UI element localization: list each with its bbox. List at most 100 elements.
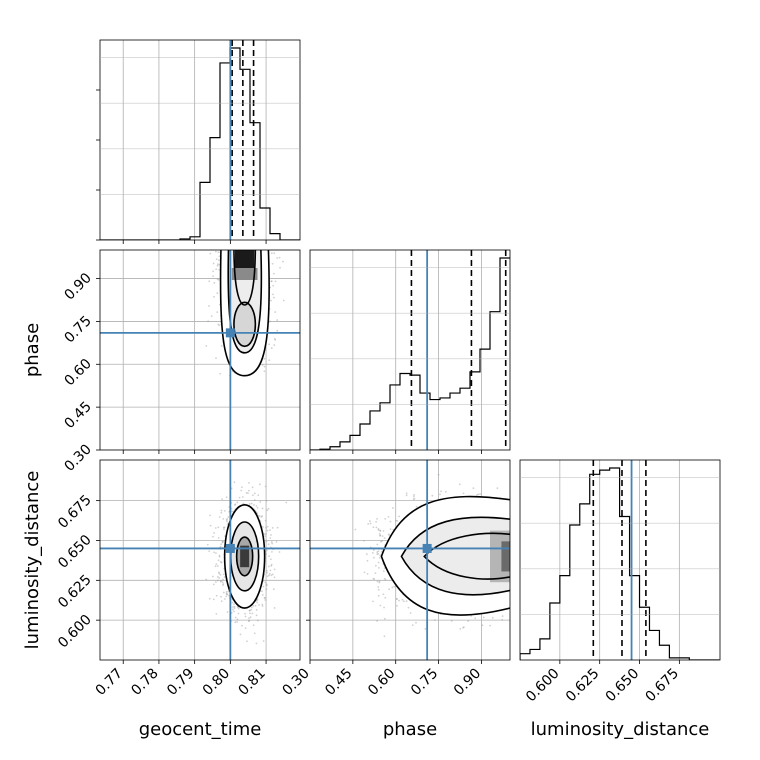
sample-point bbox=[398, 515, 400, 518]
sample-point bbox=[213, 551, 216, 554]
sample-point bbox=[262, 241, 264, 243]
sample-point bbox=[244, 615, 247, 618]
sample-point bbox=[372, 600, 374, 603]
sample-point bbox=[384, 578, 387, 581]
sample-point bbox=[273, 344, 276, 346]
histogram-line-phase bbox=[310, 257, 510, 450]
sample-point bbox=[489, 624, 492, 627]
sample-point bbox=[230, 246, 232, 248]
sample-point bbox=[221, 541, 224, 544]
sample-point bbox=[514, 583, 516, 585]
sample-point bbox=[246, 247, 248, 249]
sample-point bbox=[220, 511, 223, 514]
sample-point bbox=[236, 245, 238, 247]
sample-point bbox=[256, 601, 259, 604]
sample-point bbox=[266, 525, 269, 528]
sample-point bbox=[239, 246, 241, 248]
sample-point bbox=[270, 534, 272, 536]
sample-point bbox=[217, 559, 220, 562]
sample-point bbox=[512, 506, 514, 508]
sample-point bbox=[234, 245, 236, 247]
sample-point bbox=[516, 531, 518, 533]
sample-point bbox=[515, 554, 517, 556]
sample-point bbox=[216, 292, 219, 295]
sample-point bbox=[267, 507, 270, 510]
sample-point bbox=[278, 551, 281, 553]
sample-point bbox=[271, 526, 274, 529]
sample-point bbox=[216, 565, 219, 567]
sample-point bbox=[247, 246, 249, 248]
sample-point bbox=[525, 579, 527, 581]
sample-point bbox=[265, 588, 268, 591]
sample-point bbox=[207, 320, 210, 323]
sample-point bbox=[212, 262, 215, 265]
sample-point bbox=[518, 532, 520, 534]
sample-point bbox=[222, 242, 224, 244]
sample-point bbox=[366, 572, 369, 575]
sample-point bbox=[226, 520, 228, 523]
sample-point bbox=[279, 266, 281, 269]
sample-point bbox=[235, 241, 237, 243]
sample-point bbox=[276, 329, 279, 332]
sample-point bbox=[216, 263, 219, 266]
sample-point bbox=[246, 243, 248, 245]
sample-point bbox=[258, 242, 260, 244]
sample-point bbox=[264, 596, 267, 599]
sample-point bbox=[282, 299, 285, 302]
sample-point bbox=[527, 566, 529, 568]
sample-point bbox=[262, 640, 265, 642]
sample-point bbox=[517, 571, 519, 573]
sample-point bbox=[514, 560, 516, 562]
sample-point bbox=[215, 258, 218, 261]
sample-point bbox=[233, 504, 236, 506]
sample-point bbox=[525, 528, 527, 530]
sample-point bbox=[266, 509, 269, 512]
sample-point bbox=[210, 315, 213, 318]
sample-point bbox=[252, 246, 254, 248]
sample-point bbox=[248, 609, 251, 612]
sample-point bbox=[525, 544, 527, 546]
sample-point bbox=[268, 245, 270, 247]
sample-point bbox=[377, 586, 380, 588]
sample-point bbox=[223, 509, 226, 512]
sample-point bbox=[517, 562, 519, 564]
sample-point bbox=[511, 610, 513, 612]
sample-point bbox=[248, 241, 250, 243]
sample-point bbox=[245, 244, 247, 246]
sample-point bbox=[222, 540, 224, 543]
sample-point bbox=[459, 627, 462, 630]
sample-point bbox=[533, 553, 535, 555]
sample-point bbox=[383, 537, 386, 540]
sample-point bbox=[274, 280, 277, 283]
sample-point bbox=[242, 245, 244, 247]
sample-point bbox=[387, 533, 390, 536]
y-tick-label: 0.650 bbox=[55, 532, 95, 572]
sample-point bbox=[235, 243, 237, 245]
sample-point bbox=[369, 520, 371, 522]
scatter-luminosity_distance-vs-geocent_time bbox=[100, 460, 300, 660]
sample-point bbox=[526, 595, 528, 597]
sample-point bbox=[218, 324, 221, 327]
sample-point bbox=[538, 565, 540, 567]
sample-point bbox=[276, 319, 279, 321]
sample-point bbox=[398, 599, 400, 602]
sample-point bbox=[543, 524, 545, 526]
sample-point bbox=[516, 538, 518, 540]
histogram-line-luminosity_distance bbox=[520, 467, 720, 660]
sample-point bbox=[512, 566, 514, 568]
sample-point bbox=[205, 344, 208, 347]
sample-point bbox=[389, 520, 392, 523]
sample-point bbox=[216, 311, 219, 314]
sample-point bbox=[220, 561, 223, 564]
sample-point bbox=[244, 627, 247, 630]
sample-point bbox=[265, 553, 267, 555]
sample-point bbox=[273, 252, 276, 255]
sample-point bbox=[518, 578, 520, 580]
sample-point bbox=[378, 532, 381, 535]
sample-point bbox=[377, 588, 380, 591]
sample-point bbox=[240, 243, 242, 245]
sample-point bbox=[251, 486, 254, 489]
sample-point bbox=[261, 243, 263, 245]
sample-point bbox=[243, 242, 245, 244]
sample-point bbox=[222, 244, 224, 246]
